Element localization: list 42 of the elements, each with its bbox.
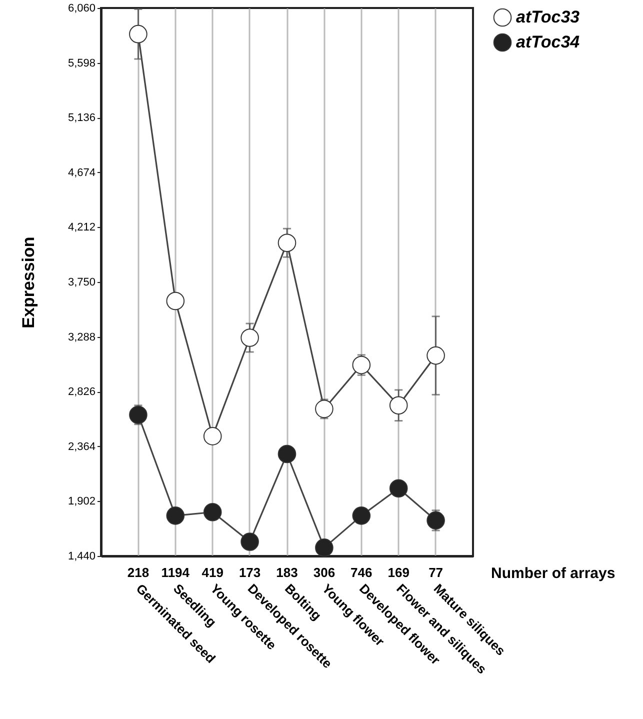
y-axis-title: Expression [18, 236, 38, 328]
text: 173 [238, 565, 261, 580]
text: 218 [127, 565, 150, 580]
point [203, 502, 222, 522]
point [240, 328, 259, 347]
y-tick-label: 4,212 [68, 222, 96, 234]
y-tick-label: 6,060 [68, 2, 96, 14]
text: 169 [388, 565, 410, 580]
text: 77 [428, 565, 444, 580]
point [315, 538, 334, 557]
y-tick-label: 1,902 [68, 496, 96, 508]
y-tick-label: 3,750 [68, 276, 96, 288]
text: 1194 [161, 565, 190, 580]
point [240, 532, 259, 551]
y-tick-label: 2,364 [68, 440, 96, 453]
y-tick-label: 5,136 [68, 112, 96, 124]
point [129, 406, 148, 424]
point [129, 24, 148, 44]
point [389, 479, 408, 498]
point [166, 506, 185, 525]
point [389, 396, 408, 414]
point [278, 234, 296, 252]
y-tick-label: 2,826 [68, 386, 96, 398]
text: 419 [202, 565, 224, 580]
point [426, 511, 445, 530]
point [352, 506, 371, 525]
point [315, 400, 334, 418]
text: 183 [276, 565, 298, 580]
point [352, 356, 371, 374]
y-tick-label: 3,288 [68, 331, 96, 344]
y-tick-label: 5,598 [68, 57, 96, 70]
legend-label: atToc34 [516, 32, 580, 52]
point [278, 444, 296, 464]
legend-label: atToc33 [516, 8, 580, 26]
point [203, 427, 222, 446]
text: 746 [350, 565, 372, 580]
y-tick-label: 4,674 [68, 166, 96, 179]
text: Number of arrays [491, 565, 616, 582]
y-tick-label: 1,440 [68, 550, 96, 562]
text: 306 [313, 565, 336, 580]
point [426, 346, 445, 365]
point [166, 292, 185, 310]
